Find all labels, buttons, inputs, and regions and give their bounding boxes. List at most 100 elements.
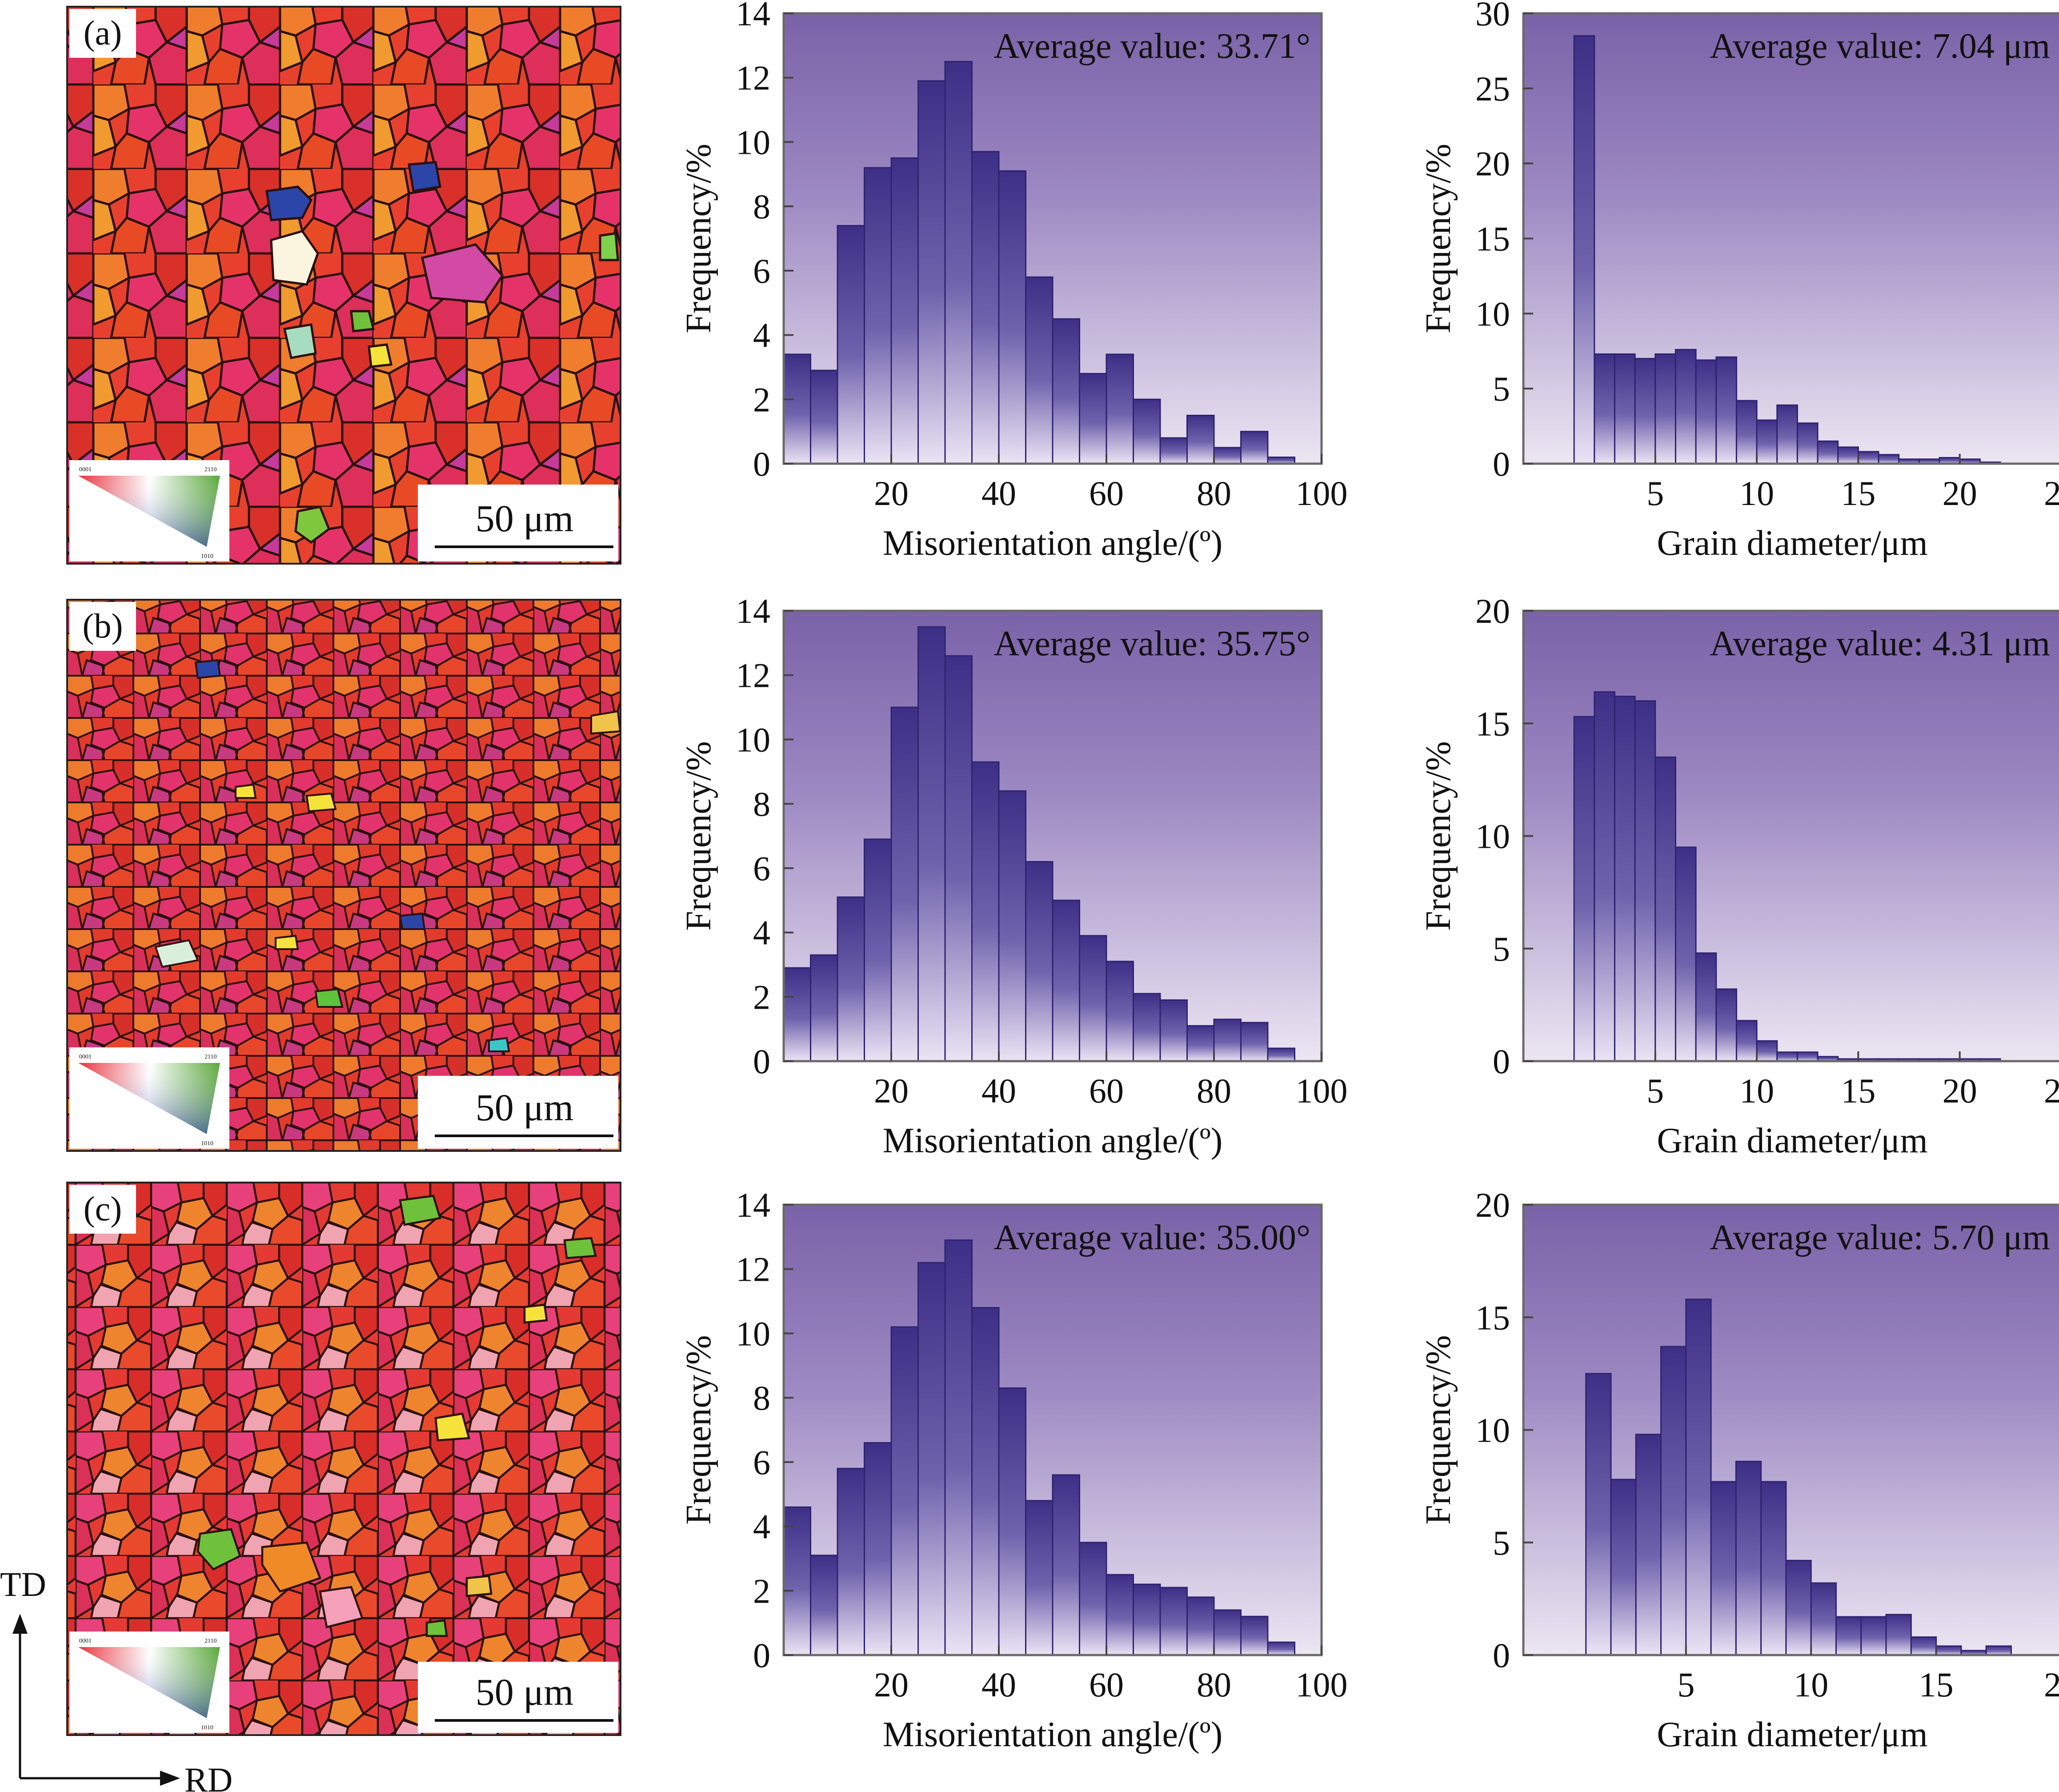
chart-a-grain: 0 5 10 15 20 25 30 5 10 15 20 25 Grain diameter/μm Fr… (1419, 0, 2059, 563)
x-axis-label: Grain diameter/μm (1657, 1715, 1927, 1754)
scale-bar-c-label: 50 μm (476, 1671, 574, 1713)
histogram-bar (1935, 1645, 1962, 1656)
histogram-bar (1079, 935, 1107, 1062)
histogram-bar (1674, 846, 1697, 1062)
histogram-bar (810, 369, 838, 465)
histogram-bar (890, 706, 919, 1062)
x-tick-label: 20 (1943, 1071, 1977, 1110)
ebsd-map-b-label-box (69, 602, 136, 651)
y-tick-label: 25 (1475, 69, 1510, 108)
histogram-bar (1735, 400, 1758, 465)
y-tick-label: 2 (753, 380, 770, 419)
x-tick-label: 100 (1296, 1071, 1348, 1110)
histogram-bar (1159, 437, 1188, 465)
x-tick-label: 5 (1677, 1665, 1694, 1704)
svg-text:0001: 0001 (79, 466, 92, 473)
x-tick-label: 10 (1739, 1071, 1774, 1110)
y-tick-label: 14 (736, 1186, 770, 1224)
histogram-bar (1985, 1645, 2012, 1656)
histogram-bar (1756, 419, 1778, 465)
y-tick-label: 10 (1475, 1411, 1510, 1450)
y-tick-label: 0 (753, 1042, 770, 1081)
td-arrow-icon (12, 1614, 28, 1634)
histogram-bar (1186, 1025, 1215, 1062)
histogram-bar (1025, 861, 1054, 1062)
histogram-bar (944, 1239, 973, 1656)
y-axis-label: Frequency/% (679, 1335, 718, 1525)
histogram-bar (1635, 1434, 1662, 1656)
ebsd-map-b-accent-grains (154, 659, 621, 1052)
x-tick-label: 5 (1646, 1071, 1664, 1110)
histogram-bar (1610, 1479, 1637, 1656)
histogram-bar (1796, 1051, 1819, 1062)
y-tick-label: 15 (1475, 220, 1510, 258)
histogram-bar (1594, 353, 1615, 465)
y-tick-label: 20 (1475, 1186, 1510, 1224)
x-tick-label: 20 (2044, 1665, 2059, 1704)
histogram-bar (1573, 716, 1595, 1062)
y-tick-label: 10 (736, 1314, 770, 1353)
x-axis-label: Grain diameter/μm (1657, 1121, 1927, 1160)
y-tick-label: 10 (1475, 817, 1510, 856)
plot-frame (782, 609, 1323, 1062)
y-tick-label: 5 (1493, 1523, 1510, 1562)
x-tick-label: 15 (1919, 1665, 1954, 1704)
y-axis-label: Frequency/% (679, 144, 718, 333)
ebsd-map-a: (a) 0001 2110 1010 50 μm (66, 6, 621, 565)
y-tick-label: 6 (753, 849, 770, 888)
histogram-bar (1810, 1582, 1837, 1656)
y-tick-label: 10 (1475, 294, 1510, 333)
chart-a-misorientation: 0 2 4 6 8 10 12 14 20 40 60 80 100 Misorientation ang… (679, 0, 1348, 563)
histogram-bar (1776, 1051, 1798, 1062)
histogram-bar (1735, 1460, 1762, 1656)
y-tick-label: 5 (1493, 369, 1510, 408)
histogram-bar (944, 61, 973, 465)
histogram-bar (1715, 988, 1737, 1062)
histogram-bar (783, 1506, 811, 1656)
y-tick-label: 0 (753, 1636, 770, 1675)
x-axis-label: Misorientation angle/(º) (883, 1121, 1223, 1160)
y-tick-label: 8 (753, 187, 770, 226)
ipf-color-key-c: 0001 2110 1010 (69, 1632, 229, 1733)
histogram-bar (783, 353, 811, 465)
y-tick-label: 6 (753, 1443, 770, 1482)
rd-axis-label: RD (184, 1760, 232, 1792)
histogram-bar (1817, 440, 1839, 465)
chart-c-grain: 0 5 10 15 20 5 10 15 20 Grain diameter/μm Frequenc… (1419, 1186, 2059, 1754)
svg-text:0001: 0001 (79, 1054, 92, 1060)
histogram-bar (1133, 1584, 1161, 1656)
rd-arrow-icon (160, 1771, 180, 1786)
y-tick-label: 8 (753, 785, 770, 823)
x-tick-label: 20 (874, 1071, 909, 1110)
histogram-bar (1573, 35, 1595, 465)
y-tick-label: 12 (736, 656, 770, 695)
histogram-bar (1654, 353, 1676, 465)
y-tick-label: 15 (1475, 1298, 1510, 1337)
histogram-bar (1106, 1574, 1134, 1656)
y-tick-label: 0 (1493, 445, 1510, 483)
histogram-bar (890, 157, 919, 465)
histogram-bar (1796, 422, 1819, 465)
histogram-bar (1079, 373, 1107, 465)
svg-text:0001: 0001 (79, 1638, 92, 1644)
plot-frame (782, 12, 1323, 465)
histogram-bar (810, 954, 838, 1062)
y-axis-label: Frequency/% (1419, 1335, 1458, 1525)
histogram-bar (1785, 1559, 1812, 1656)
plot-frame (782, 1203, 1323, 1656)
x-tick-label: 25 (2044, 474, 2059, 513)
y-tick-label: 12 (736, 59, 770, 97)
y-tick-label: 12 (736, 1250, 770, 1289)
histogram-bar (1186, 1596, 1215, 1656)
x-tick-label: 25 (2044, 1071, 2059, 1110)
histogram-bar (917, 1262, 946, 1656)
histogram-bar (1885, 1614, 1912, 1656)
histogram-bar (837, 225, 865, 465)
histogram-bar (1760, 1481, 1787, 1656)
histogram-bar (1186, 414, 1215, 465)
ebsd-map-b: (b) 0001 2110 1010 50 μm (66, 599, 621, 1152)
histogram-bar (1240, 1022, 1269, 1062)
x-axis-label: Misorientation angle/(º) (883, 524, 1223, 563)
x-tick-label: 40 (981, 1071, 1016, 1110)
